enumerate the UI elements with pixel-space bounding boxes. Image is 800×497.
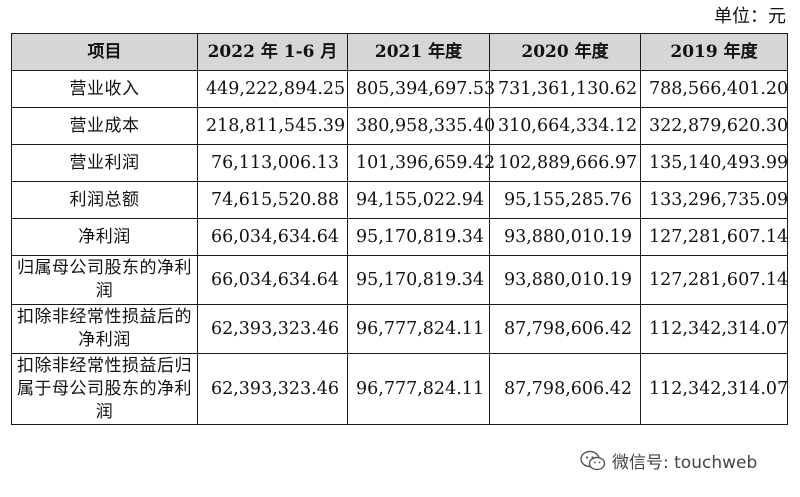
unit-label: 单位：元 (714, 6, 786, 27)
table-cell: 127,281,607.14 (640, 255, 788, 305)
table-cell: 95,170,819.34 (347, 255, 490, 305)
table-row: 营业利润 76,113,006.13 101,396,659.42 102,88… (11, 144, 788, 182)
financial-table: 项目 2022 年 1-6 月 2021 年度 2020 年度 2019 年度 … (11, 33, 788, 425)
table-cell: 87,798,606.42 (489, 353, 641, 425)
table-row: 营业成本 218,811,545.39 380,958,335.40 310,6… (11, 107, 788, 145)
table-cell: 93,880,010.19 (489, 218, 641, 256)
table-cell: 74,615,520.88 (197, 181, 348, 219)
table-cell: 133,296,735.09 (640, 181, 788, 219)
table-cell: 96,777,824.11 (347, 353, 490, 425)
table-cell: 95,155,285.76 (489, 181, 641, 219)
row-label: 利润总额 (11, 181, 198, 219)
wechat-watermark: 微信号: touchweb (580, 448, 757, 473)
table-cell: 449,222,894.25 (197, 70, 348, 108)
row-label: 营业收入 (11, 70, 198, 108)
row-label: 归属母公司股东的净利润 (11, 255, 198, 305)
table-cell: 127,281,607.14 (640, 218, 788, 256)
table-cell: 788,566,401.20 (640, 70, 788, 108)
table-cell: 322,879,620.30 (640, 107, 788, 145)
header-2021: 2021 年度 (347, 33, 490, 71)
table-row: 利润总额 74,615,520.88 94,155,022.94 95,155,… (11, 181, 788, 219)
table-cell: 93,880,010.19 (489, 255, 641, 305)
table-cell: 66,034,634.64 (197, 218, 348, 256)
row-label: 扣除非经常性损益后的净利润 (11, 304, 198, 354)
table-row: 归属母公司股东的净利润 66,034,634.64 95,170,819.34 … (11, 255, 788, 305)
table-cell: 112,342,314.07 (640, 353, 788, 425)
table-cell: 731,361,130.62 (489, 70, 641, 108)
row-label: 净利润 (11, 218, 198, 256)
table-row: 扣除非经常性损益后归属于母公司股东的净利润 62,393,323.46 96,7… (11, 353, 788, 425)
table-cell: 62,393,323.46 (197, 304, 348, 354)
wechat-icon (580, 450, 606, 470)
header-item: 项目 (11, 33, 198, 71)
table-cell: 66,034,634.64 (197, 255, 348, 305)
row-label: 营业利润 (11, 144, 198, 182)
row-label: 扣除非经常性损益后归属于母公司股东的净利润 (11, 353, 198, 425)
table-row: 营业收入 449,222,894.25 805,394,697.53 731,3… (11, 70, 788, 108)
table-cell: 62,393,323.46 (197, 353, 348, 425)
table-cell: 112,342,314.07 (640, 304, 788, 354)
header-row: 项目 2022 年 1-6 月 2021 年度 2020 年度 2019 年度 (11, 33, 788, 71)
table-cell: 380,958,335.40 (347, 107, 495, 145)
header-2020: 2020 年度 (489, 33, 641, 71)
table-cell: 101,396,659.42 (347, 144, 495, 182)
table-cell: 87,798,606.42 (489, 304, 641, 354)
table-cell: 76,113,006.13 (197, 144, 348, 182)
header-2022h1: 2022 年 1-6 月 (197, 33, 348, 71)
table-cell: 94,155,022.94 (347, 181, 490, 219)
table-row: 扣除非经常性损益后的净利润 62,393,323.46 96,777,824.1… (11, 304, 788, 354)
table-cell: 95,170,819.34 (347, 218, 490, 256)
watermark-text: 微信号: touchweb (612, 453, 758, 473)
row-label: 营业成本 (11, 107, 198, 145)
table-cell: 135,140,493.99 (640, 144, 788, 182)
table-row: 净利润 66,034,634.64 95,170,819.34 93,880,0… (11, 218, 788, 256)
table-cell: 310,664,334.12 (489, 107, 641, 145)
table-cell: 96,777,824.11 (347, 304, 490, 354)
table-cell: 102,889,666.97 (489, 144, 641, 182)
table-cell: 805,394,697.53 (347, 70, 495, 108)
header-2019: 2019 年度 (640, 33, 788, 71)
table-cell: 218,811,545.39 (197, 107, 348, 145)
